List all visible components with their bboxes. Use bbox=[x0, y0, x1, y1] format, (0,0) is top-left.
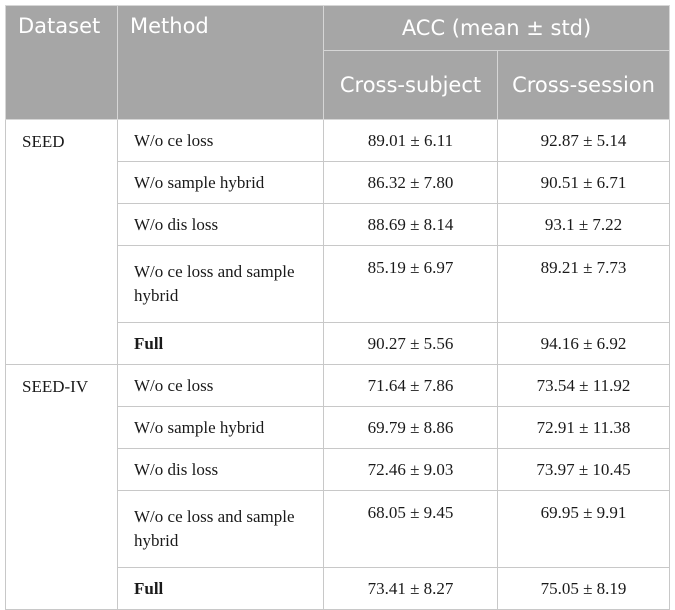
cross-session-cell: 93.1 ± 7.22 bbox=[496, 203, 671, 246]
header-method: Method bbox=[117, 5, 324, 120]
method-cell: W/o ce loss and sample hybrid bbox=[117, 490, 324, 568]
method-cell: Full bbox=[117, 322, 324, 365]
method-cell: Full bbox=[117, 567, 324, 610]
dataset-cell: SEED-IV bbox=[5, 364, 118, 610]
cross-session-cell: 92.87 ± 5.14 bbox=[496, 119, 671, 162]
cross-subject-cell: 85.19 ± 6.97 bbox=[323, 245, 498, 323]
method-cell: W/o dis loss bbox=[117, 448, 324, 491]
cross-session-cell: 73.54 ± 11.92 bbox=[496, 364, 671, 407]
cross-subject-cell: 90.27 ± 5.56 bbox=[323, 322, 498, 365]
cross-subject-cell: 71.64 ± 7.86 bbox=[323, 364, 498, 407]
cross-session-cell: 94.16 ± 6.92 bbox=[496, 322, 671, 365]
table-row: SEED-IV W/o ce loss 71.64 ± 7.86 73.54 ±… bbox=[5, 364, 671, 610]
cross-subject-cell: 73.41 ± 8.27 bbox=[323, 567, 498, 610]
method-cell: W/o dis loss bbox=[117, 203, 324, 246]
cross-session-cell: 90.51 ± 6.71 bbox=[496, 161, 671, 204]
table-row: SEED W/o ce loss 89.01 ± 6.11 92.87 ± 5.… bbox=[5, 119, 671, 365]
cross-subject-cell: 68.05 ± 9.45 bbox=[323, 490, 498, 568]
method-cell: W/o ce loss and sample hybrid bbox=[117, 245, 324, 323]
cross-subject-cell: 86.32 ± 7.80 bbox=[323, 161, 498, 204]
table-row: W/o sample hybrid 86.32 ± 7.80 90.51 ± 6… bbox=[6, 161, 671, 204]
cross-subject-cell: 88.69 ± 8.14 bbox=[323, 203, 498, 246]
cross-session-cell: 75.05 ± 8.19 bbox=[496, 567, 671, 610]
table-row: W/o dis loss 88.69 ± 8.14 93.1 ± 7.22 bbox=[6, 203, 671, 246]
table-body: SEED W/o ce loss 89.01 ± 6.11 92.87 ± 5.… bbox=[5, 119, 671, 610]
method-cell: W/o sample hybrid bbox=[117, 161, 324, 204]
dataset-cell: SEED bbox=[5, 119, 118, 365]
cross-session-cell: 89.21 ± 7.73 bbox=[496, 245, 671, 323]
table-row: W/o ce loss and sample hybrid 85.19 ± 6.… bbox=[6, 245, 671, 323]
method-cell: W/o sample hybrid bbox=[117, 406, 324, 449]
header-cross-subject: Cross-subject bbox=[323, 50, 498, 120]
table-row: Full 90.27 ± 5.56 94.16 ± 6.92 bbox=[6, 322, 671, 365]
cross-session-cell: 72.91 ± 11.38 bbox=[496, 406, 671, 449]
method-cell: W/o ce loss bbox=[117, 119, 324, 162]
cross-subject-cell: 69.79 ± 8.86 bbox=[323, 406, 498, 449]
header-acc: ACC (mean ± std) bbox=[322, 5, 671, 51]
ablation-table: Dataset Method ACC (mean ± std) Cross-su… bbox=[5, 5, 671, 610]
cross-subject-cell: 89.01 ± 6.11 bbox=[323, 119, 498, 162]
cross-session-cell: 73.97 ± 10.45 bbox=[496, 448, 671, 491]
method-cell: W/o ce loss bbox=[117, 364, 324, 407]
cross-session-cell: 69.95 ± 9.91 bbox=[496, 490, 671, 568]
table-row: W/o ce loss and sample hybrid 68.05 ± 9.… bbox=[6, 490, 671, 568]
cross-subject-cell: 72.46 ± 9.03 bbox=[323, 448, 498, 491]
header-dataset: Dataset bbox=[5, 5, 118, 120]
header-cross-session: Cross-session bbox=[496, 50, 671, 120]
table-header: Dataset Method ACC (mean ± std) Cross-su… bbox=[5, 5, 671, 120]
table-row: W/o dis loss 72.46 ± 9.03 73.97 ± 10.45 bbox=[6, 448, 671, 491]
